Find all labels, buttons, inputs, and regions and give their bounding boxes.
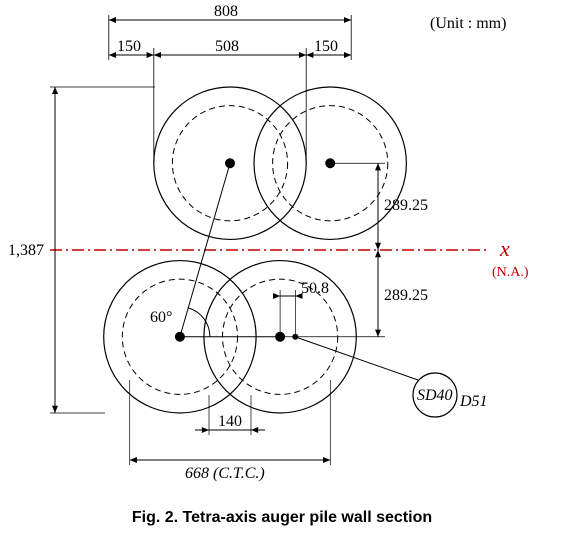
angle-60-label: 60° — [150, 309, 172, 326]
dim-508: 508 — [215, 38, 239, 55]
dim-50p8: 50.8 — [301, 280, 329, 297]
unit-label: (Unit : mm) — [430, 15, 506, 32]
figure-caption: Fig. 2. Tetra-axis auger pile wall secti… — [132, 509, 432, 526]
dim-50p8-group: 50.8 — [273, 280, 329, 336]
dim-140: 140 — [218, 413, 242, 430]
na-x-label: x — [499, 236, 510, 261]
rebar-size-label: D51 — [459, 393, 488, 410]
rebar-callout: SD40 D51 — [295, 337, 488, 417]
dim-668-ctc: 668 (C.T.C.) — [185, 465, 265, 482]
rebar-dot — [292, 334, 298, 340]
diagram-svg: x (N.A.) (Unit : mm) 808 150 508 150 — [0, 0, 564, 538]
figure-canvas: x (N.A.) (Unit : mm) 808 150 508 150 — [0, 0, 564, 538]
dim-1387: 1,387 — [8, 242, 44, 259]
dim-668-group: 668 (C.T.C.) — [130, 380, 331, 482]
dim-289-lower: 289.25 — [384, 287, 428, 304]
dim-top-breakdown: 150 508 150 — [109, 38, 351, 163]
na-sublabel: (N.A.) — [492, 265, 529, 280]
dim-289-upper: 289.25 — [384, 197, 428, 214]
dim-150-right: 150 — [314, 38, 338, 55]
dim-808: 808 — [214, 3, 238, 20]
dim-150-left: 150 — [117, 38, 141, 55]
dim-140-group: 140 — [195, 395, 265, 435]
rebar-grade-label: SD40 — [417, 387, 453, 404]
